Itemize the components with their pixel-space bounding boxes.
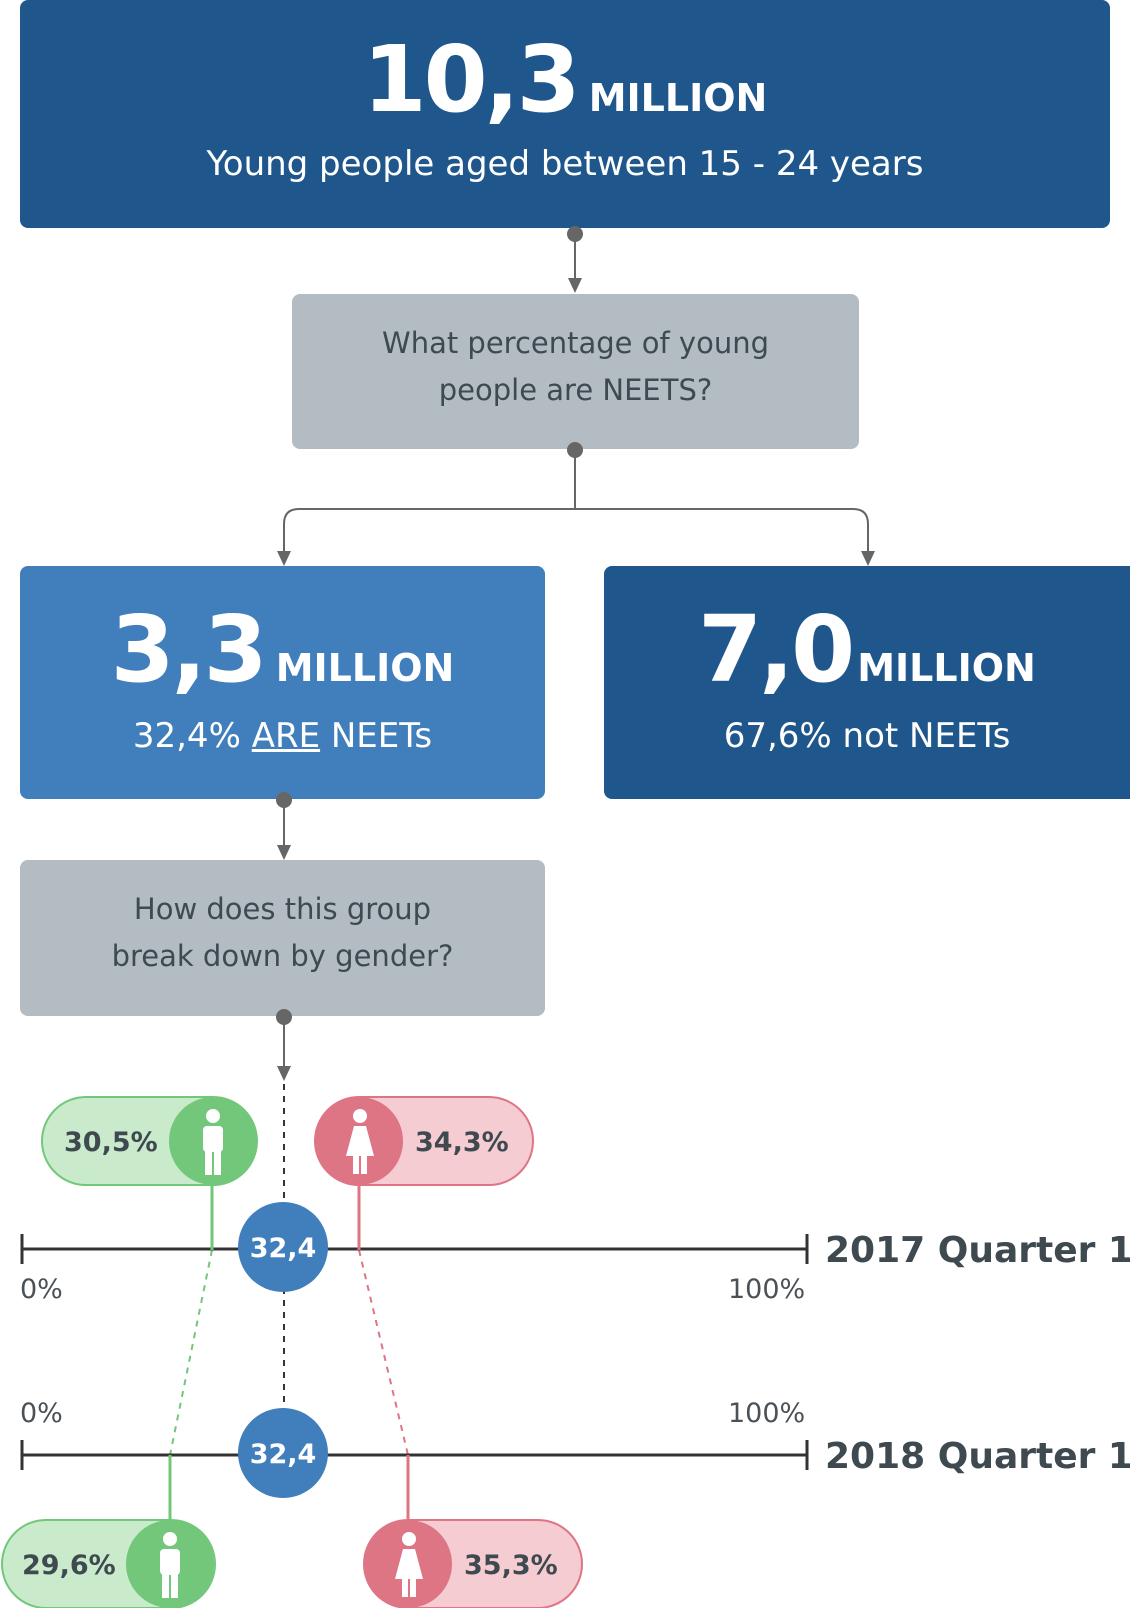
male-pct-2018: 29,6% <box>22 1550 116 1581</box>
connector-neets-to-question2 <box>276 792 292 860</box>
overall-value-2017: 32,4 <box>250 1233 317 1264</box>
connector-top-to-question1 <box>567 226 583 293</box>
not-neets-unit: MILLION <box>857 646 1036 690</box>
question2-line2: break down by gender? <box>111 939 454 973</box>
timeline-2017-max: 100% <box>728 1274 805 1305</box>
question2-line1: How does this group <box>133 892 432 926</box>
male-pill-2018: 29,6% <box>1 1519 216 1608</box>
timeline-2017: 2017 Quarter 1 0% 100% 30,5% <box>20 1096 1130 1305</box>
neets-unit: MILLION <box>275 646 455 690</box>
neets-are: ARE <box>251 716 321 756</box>
total-young-people-box: 10,3 MILLION Young people aged between 1… <box>20 0 1110 228</box>
timeline-2017-min: 0% <box>20 1274 63 1305</box>
male-trend-line <box>169 1249 213 1456</box>
overall-marker-2017 <box>238 1202 328 1292</box>
male-icon <box>160 1532 180 1598</box>
total-number: 10,3 <box>362 26 581 133</box>
not-neets-number: 7,0 <box>698 596 855 703</box>
not-neets-box: 7,0 MILLION 67,6% not NEETs <box>604 566 1130 799</box>
male-pct-2017: 30,5% <box>64 1127 158 1158</box>
female-pill-2017: 34,3% <box>314 1096 534 1186</box>
connector-question1-branches <box>277 442 875 566</box>
female-pill-2018: 35,3% <box>363 1519 583 1608</box>
female-trend-line <box>358 1249 409 1456</box>
female-icon <box>346 1109 374 1174</box>
timeline-2018-max: 100% <box>728 1398 805 1429</box>
neets-number: 3,3 <box>110 596 268 703</box>
overall-value-2018: 32,4 <box>250 1439 317 1470</box>
male-icon <box>203 1109 223 1175</box>
timeline-2018-min: 0% <box>20 1398 63 1429</box>
neets-pct: 32,4% <box>132 716 241 756</box>
timeline-2018-label: 2018 Quarter 1 <box>825 1436 1130 1477</box>
female-pct-2017: 34,3% <box>415 1127 509 1158</box>
male-pill-2017: 30,5% <box>41 1096 258 1186</box>
total-unit: MILLION <box>588 76 768 120</box>
female-icon <box>395 1532 423 1597</box>
female-pct-2018: 35,3% <box>464 1550 558 1581</box>
question1-line1: What percentage of young <box>382 326 769 360</box>
question-neets-percentage: What percentage of young people are NEET… <box>292 294 859 449</box>
question1-line2: people are NEETS? <box>438 373 713 407</box>
timeline-2017-label: 2017 Quarter 1 <box>825 1230 1130 1271</box>
question-gender-breakdown: How does this group break down by gender… <box>20 860 545 1016</box>
neets-label: NEETs <box>330 716 433 756</box>
neets-box: 3,3 MILLION 32,4% ARE NEETs <box>20 566 545 799</box>
overall-marker-2018 <box>238 1408 328 1498</box>
timeline-2018: 2018 Quarter 1 0% 100% 29,6% <box>1 1398 1130 1608</box>
not-neets-subtitle: 67,6% not NEETs <box>723 716 1011 756</box>
total-subtitle: Young people aged between 15 - 24 years <box>206 144 924 184</box>
